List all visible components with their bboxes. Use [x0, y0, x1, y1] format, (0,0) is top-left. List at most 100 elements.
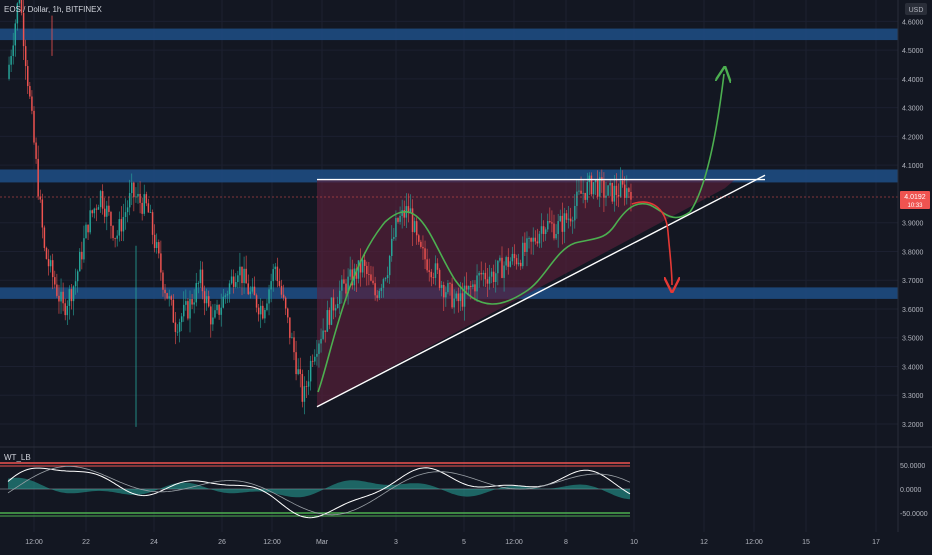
- y-tick-label: 3.6000: [902, 307, 924, 314]
- candle-body: [330, 297, 333, 325]
- candle-body: [626, 188, 628, 198]
- candle-body: [630, 191, 632, 200]
- candle-body: [451, 283, 453, 308]
- candle-body: [214, 310, 216, 318]
- candle-body: [153, 234, 156, 249]
- x-tick-label: 12:00: [263, 539, 281, 546]
- candle-body: [270, 281, 272, 290]
- candle-body: [391, 238, 393, 257]
- candle-body: [178, 322, 181, 332]
- candle-body: [388, 256, 391, 276]
- candle-body: [399, 215, 401, 222]
- candle-body: [426, 259, 428, 271]
- wt-tick-label: 0.0000: [900, 487, 922, 494]
- candle-body: [251, 286, 254, 292]
- candle-body: [207, 296, 210, 307]
- candle-body: [95, 208, 98, 210]
- candle-body: [174, 322, 177, 332]
- x-tick-label: 8: [564, 539, 568, 546]
- indicator-title[interactable]: WT_LB: [4, 453, 31, 462]
- candle-body: [355, 268, 358, 279]
- candle-body: [18, 0, 21, 4]
- bearish-projection-arrow[interactable]: [631, 201, 672, 285]
- candle-body: [420, 241, 422, 247]
- candle-body: [203, 291, 206, 304]
- x-tick-label: 12: [700, 539, 708, 546]
- currency-label: USD: [909, 7, 924, 14]
- candle-body: [284, 297, 287, 309]
- projected-path-curve[interactable]: [317, 203, 691, 393]
- candle-body: [311, 360, 314, 362]
- candle-body: [592, 182, 595, 195]
- candle-body: [118, 219, 121, 236]
- candle-body: [243, 268, 245, 284]
- symbol-title[interactable]: EOS / Dollar, 1h, BITFINEX: [4, 5, 102, 14]
- candle-body: [403, 210, 405, 218]
- candle-body: [226, 294, 229, 296]
- candle-body: [382, 279, 385, 288]
- candle-body: [324, 330, 326, 332]
- candle-body: [386, 275, 389, 279]
- candle-body: [199, 269, 202, 284]
- candle-body: [467, 285, 470, 290]
- y-tick-label: 3.3000: [902, 393, 924, 400]
- candle-body: [195, 283, 197, 303]
- candle-body: [29, 86, 31, 97]
- candle-body: [478, 272, 480, 276]
- candle-body: [237, 275, 239, 283]
- bullish-projection-arrow[interactable]: [689, 74, 724, 213]
- currency-badge[interactable]: [905, 3, 927, 15]
- candle-body: [613, 185, 616, 202]
- candle-body: [569, 218, 572, 222]
- triangle-support-line[interactable]: [316, 174, 766, 408]
- candle-body: [54, 277, 56, 285]
- candle-body: [320, 338, 322, 344]
- candle-body: [470, 285, 472, 287]
- candle-body: [64, 303, 66, 316]
- candle-body: [609, 182, 611, 186]
- candle-body: [155, 242, 158, 249]
- candle-body: [526, 238, 528, 253]
- candle-countdown: 10:33: [907, 203, 923, 209]
- x-tick-label: 12:00: [745, 539, 763, 546]
- candle-body: [124, 212, 127, 217]
- candle-body: [108, 205, 110, 212]
- candle-body: [326, 310, 329, 332]
- candle-body: [131, 182, 133, 194]
- candle-body: [72, 286, 75, 302]
- candle-body: [519, 262, 522, 267]
- sr-zone[interactable]: [0, 28, 898, 41]
- candle-body: [259, 305, 262, 315]
- y-tick-label: 4.3000: [902, 106, 924, 113]
- candle-body: [357, 260, 360, 279]
- y-tick-label: 4.4000: [902, 77, 924, 84]
- x-tick-label: 24: [150, 539, 158, 546]
- candle-body: [397, 218, 399, 222]
- candle-body: [561, 215, 564, 232]
- candle-body: [605, 195, 607, 198]
- candle-body: [22, 12, 25, 47]
- y-tick-label: 4.1000: [902, 163, 924, 170]
- wt-line-1: [7, 467, 631, 519]
- candle-body: [567, 218, 570, 220]
- candle-body: [41, 199, 44, 228]
- candle-body: [224, 295, 227, 297]
- candle-body: [528, 238, 530, 239]
- candle-body: [418, 235, 420, 242]
- candle-body: [482, 272, 485, 275]
- candle-body: [603, 180, 605, 198]
- y-tick-label: 4.2000: [902, 134, 924, 141]
- candle-body: [314, 356, 316, 362]
- candle-body: [220, 307, 222, 315]
- candle-body: [162, 272, 164, 290]
- x-tick-label: 22: [82, 539, 90, 546]
- candlestick-series: [8, 0, 632, 427]
- y-tick-label: 3.5000: [902, 336, 924, 343]
- candle-body: [245, 268, 247, 284]
- candle-body: [106, 205, 108, 217]
- candle-body: [303, 386, 306, 402]
- candle-body: [39, 196, 41, 200]
- candle-body: [149, 212, 152, 213]
